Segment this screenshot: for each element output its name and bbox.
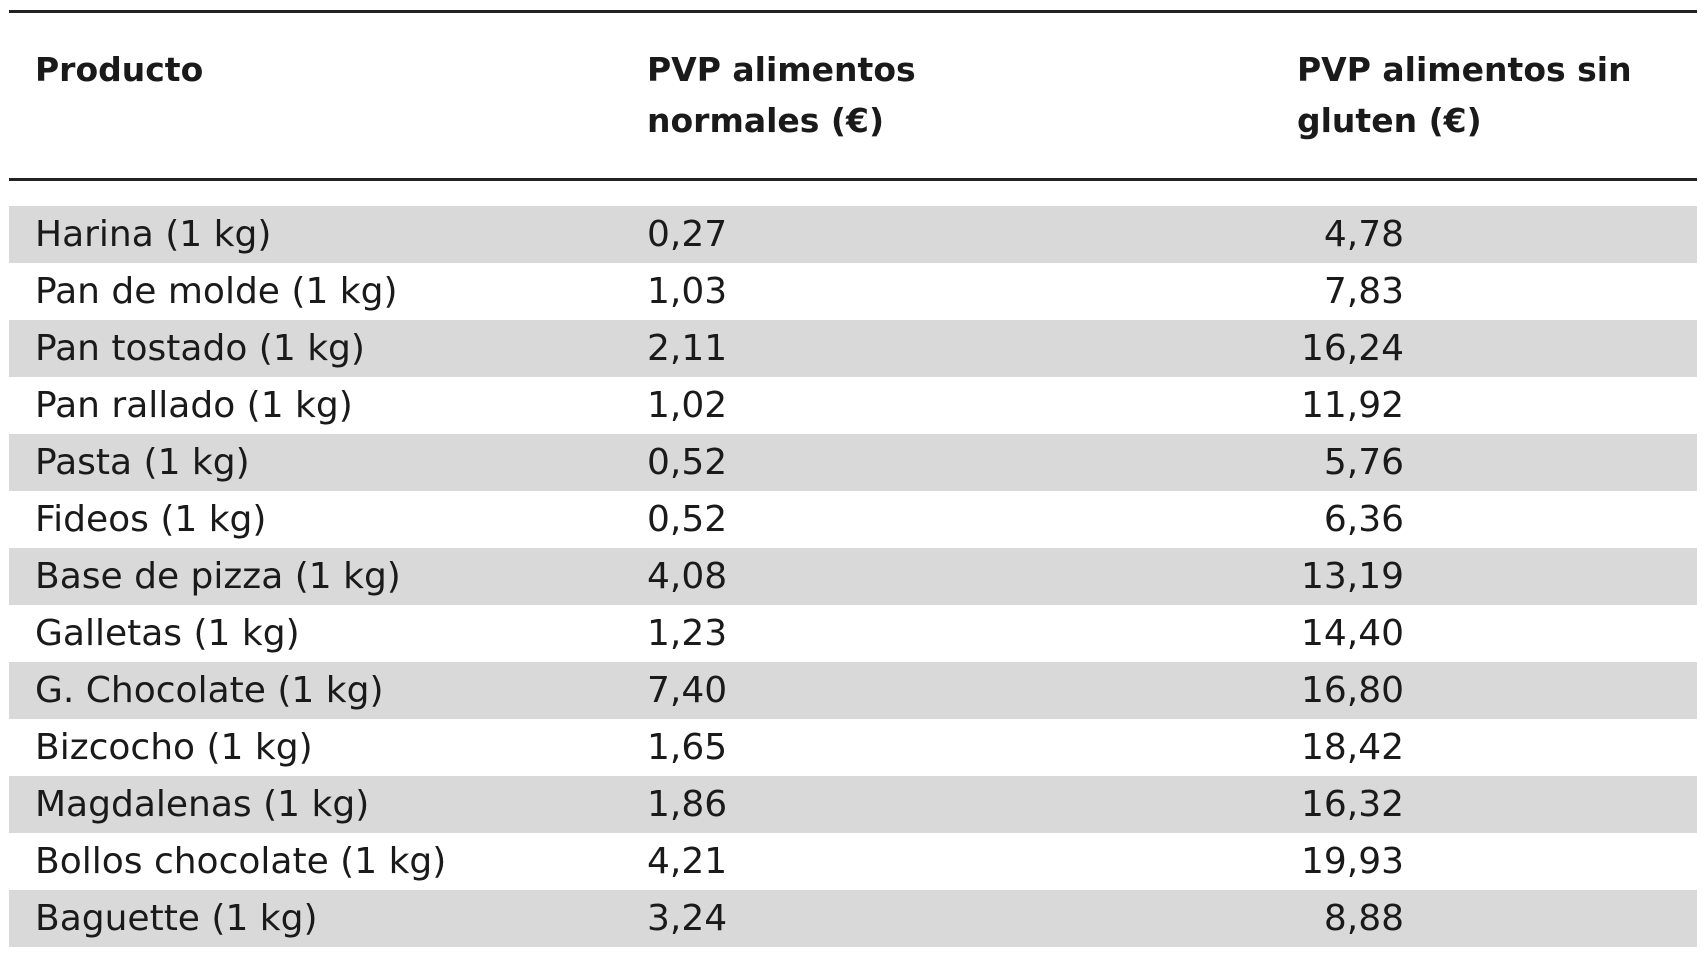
header-cell: Producto — [35, 50, 204, 89]
product-cell: Harina (1 kg) — [35, 214, 272, 255]
product-cell: Magdalenas (1 kg) — [35, 784, 370, 825]
normal-price-cell: 1,03 — [647, 271, 728, 312]
table-row: Baguette (1 kg) 3,24 8,88 — [9, 890, 1697, 947]
table-row: Galletas (1 kg) 1,23 14,40 — [9, 605, 1697, 662]
header-cell: PVP alimentos normales (€) — [647, 50, 916, 140]
product-cell: Base de pizza (1 kg) — [35, 556, 401, 597]
product-cell: Fideos (1 kg) — [35, 499, 267, 540]
normal-price-cell: 1,23 — [647, 613, 728, 654]
top-rule — [9, 10, 1697, 13]
product-cell: Galletas (1 kg) — [35, 613, 300, 654]
gluten-free-price-cell: 16,24 — [1300, 328, 1404, 369]
product-cell: Baguette (1 kg) — [35, 898, 318, 939]
gluten-free-price-cell: 7,83 — [1323, 271, 1404, 312]
gluten-free-price-cell: 11,92 — [1300, 385, 1404, 426]
normal-price-cell: 0,52 — [647, 442, 728, 483]
normal-price-cell: 0,52 — [647, 499, 728, 540]
gluten-free-price-cell: 13,19 — [1300, 556, 1404, 597]
table-row: Bizcocho (1 kg) 1,65 18,42 — [9, 719, 1697, 776]
gluten-free-price-cell: 16,80 — [1300, 670, 1404, 711]
normal-price-cell: 4,21 — [647, 841, 728, 882]
table-row: G. Chocolate (1 kg) 7,40 16,80 — [9, 662, 1697, 719]
product-cell: G. Chocolate (1 kg) — [35, 670, 384, 711]
normal-price-cell: 1,65 — [647, 727, 728, 768]
normal-price-cell: 0,27 — [647, 214, 728, 255]
gluten-free-price-cell: 5,76 — [1323, 442, 1404, 483]
gluten-free-price-cell: 16,32 — [1300, 784, 1404, 825]
normal-price-cell: 2,11 — [647, 328, 728, 369]
table-row: Pan de molde (1 kg) 1,03 7,83 — [9, 263, 1697, 320]
table-row: Pasta (1 kg) 0,52 5,76 — [9, 434, 1697, 491]
gluten-free-price-cell: 6,36 — [1323, 499, 1404, 540]
product-cell: Pan de molde (1 kg) — [35, 271, 398, 312]
header-rule — [9, 178, 1697, 181]
table-row: Pan tostado (1 kg) 2,11 16,24 — [9, 320, 1697, 377]
normal-price-cell: 7,40 — [647, 670, 728, 711]
normal-price-cell: 3,24 — [647, 898, 728, 939]
table-row: Magdalenas (1 kg) 1,86 16,32 — [9, 776, 1697, 833]
gluten-free-price-cell: 8,88 — [1323, 898, 1404, 939]
gluten-free-price-cell: 18,42 — [1300, 727, 1404, 768]
table-row: Pan rallado (1 kg) 1,02 11,92 — [9, 377, 1697, 434]
table-row: Harina (1 kg) 0,27 4,78 — [9, 206, 1697, 263]
product-cell: Bizcocho (1 kg) — [35, 727, 313, 768]
gluten-free-price-cell: 14,40 — [1300, 613, 1404, 654]
normal-price-cell: 4,08 — [647, 556, 728, 597]
table-row: Fideos (1 kg) 0,52 6,36 — [9, 491, 1697, 548]
table-row: Base de pizza (1 kg) 4,08 13,19 — [9, 548, 1697, 605]
gluten-free-price-cell: 4,78 — [1323, 214, 1404, 255]
normal-price-cell: 1,86 — [647, 784, 728, 825]
normal-price-cell: 1,02 — [647, 385, 728, 426]
header-cell: PVP alimentos sin gluten (€) — [1297, 50, 1632, 140]
product-cell: Pan rallado (1 kg) — [35, 385, 353, 426]
product-cell: Bollos chocolate (1 kg) — [35, 841, 447, 882]
product-cell: Pan tostado (1 kg) — [35, 328, 365, 369]
gluten-free-price-cell: 19,93 — [1300, 841, 1404, 882]
product-cell: Pasta (1 kg) — [35, 442, 250, 483]
table-row: Bollos chocolate (1 kg) 4,21 19,93 — [9, 833, 1697, 890]
